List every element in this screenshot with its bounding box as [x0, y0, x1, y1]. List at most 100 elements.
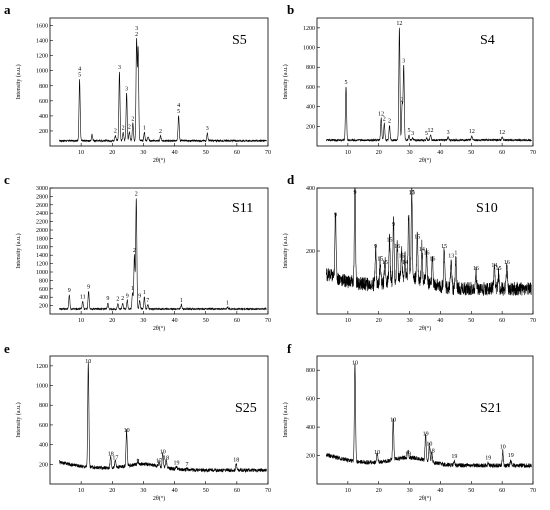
peak-label: 10 — [124, 428, 130, 434]
x-tick-label: 50 — [468, 318, 474, 324]
panel-letter: e — [4, 341, 10, 356]
x-tick-label: 70 — [265, 488, 271, 494]
x-tick-label: 30 — [407, 318, 413, 324]
peak-label: 14 — [491, 263, 497, 269]
x-tick-label: 60 — [234, 488, 240, 494]
peak-label: 1 — [407, 216, 410, 222]
y-tick-label: 200 — [39, 304, 48, 310]
peak-label: 9 — [138, 294, 141, 300]
peak-label: 7 — [186, 462, 189, 468]
y-tick-label: 2000 — [36, 228, 48, 234]
y-tick-label: 600 — [39, 423, 48, 429]
peak-label: 9 — [392, 222, 395, 228]
peak-label: 10 — [352, 360, 358, 366]
peak-label: 2 — [135, 32, 138, 38]
peak-label: 19 — [508, 453, 514, 459]
plot-frame — [49, 17, 269, 147]
x-tick-label: 30 — [140, 488, 146, 494]
peak-label: 16 — [394, 244, 400, 250]
y-tick-label: 1200 — [36, 54, 48, 60]
peak-label: 18 — [163, 455, 169, 461]
x-axis-title: 2θ(°) — [153, 157, 165, 164]
peak-label: 5 — [345, 80, 348, 86]
peak-label: 9 — [374, 244, 377, 250]
peak-label: 2 — [121, 296, 124, 302]
peak-label: 18 — [233, 457, 239, 463]
peak-label: 5 — [407, 128, 410, 134]
peak-label: 3 — [125, 86, 128, 92]
y-tick-label: 400 — [306, 105, 315, 111]
panel-letter: c — [4, 172, 10, 187]
peak-label: 2 — [114, 128, 117, 134]
peak-label: 2 — [133, 248, 136, 254]
peak-label: 16 — [429, 257, 435, 263]
y-tick-label: 800 — [39, 84, 48, 90]
peak-label: 4 — [177, 103, 180, 109]
x-axis-title: 2θ(°) — [419, 157, 431, 164]
sample-name: S25 — [235, 401, 257, 416]
x-tick-label: 60 — [234, 318, 240, 324]
peak-label: 15 — [441, 244, 447, 250]
peak-label: 2 — [116, 297, 119, 303]
peak-label: 16 — [473, 266, 479, 272]
x-tick-label: 30 — [140, 150, 146, 156]
peak-label: 16 — [424, 250, 430, 256]
peak-label: 15 — [495, 266, 501, 272]
peak-label: 2 — [135, 192, 138, 198]
x-tick-label: 40 — [172, 318, 178, 324]
peak-label: 2 — [401, 98, 404, 104]
y-tick-label: 800 — [39, 403, 48, 409]
xrd-trace — [59, 198, 267, 311]
peak-label: 19 — [405, 451, 411, 457]
peak-label: 10 — [160, 449, 166, 455]
y-tick-label: 400 — [306, 186, 315, 192]
peak-label: 17 — [156, 458, 162, 464]
peak-label: 16 — [504, 260, 510, 266]
peak-label: 4 — [78, 67, 81, 73]
y-tick-label: 200 — [39, 129, 48, 135]
x-tick-label: 30 — [407, 488, 413, 494]
peak-label: 2 — [388, 118, 391, 124]
x-tick-label: 20 — [376, 150, 382, 156]
y-tick-label: 600 — [39, 99, 48, 105]
x-tick-label: 20 — [376, 318, 382, 324]
y-axis-title: Intensity (a.u.) — [15, 233, 22, 268]
x-tick-label: 50 — [468, 488, 474, 494]
panel-a: 10 20 30 40 50 60 70 200 400 600 800 1000 1200 1400 16… — [4, 2, 271, 164]
y-axis-title: Intensity (a.u.) — [15, 64, 22, 99]
x-tick-label: 50 — [468, 150, 474, 156]
y-tick-label: 3000 — [36, 186, 48, 192]
plot-frame — [49, 355, 269, 485]
y-tick-label: 200 — [306, 124, 315, 130]
peak-label: 2 — [122, 125, 125, 131]
x-tick-label: 50 — [203, 318, 209, 324]
panel-f: 10 20 30 40 50 60 70 200 400 600 800 2θ(°) Intensity… — [282, 341, 536, 502]
y-tick-label: 400 — [39, 114, 48, 120]
y-tick-label: 400 — [39, 443, 48, 449]
peak-label: 12 — [378, 111, 384, 117]
peak-label: 15 — [382, 260, 388, 266]
peak-label: 12 — [396, 21, 402, 27]
y-tick-label: 1800 — [36, 236, 48, 242]
peak-label: 15 — [409, 190, 415, 196]
x-tick-label: 70 — [265, 318, 271, 324]
xrd-trace — [59, 38, 267, 143]
peak-label: 15 — [414, 235, 420, 241]
x-tick-label: 20 — [109, 318, 115, 324]
xrd-trace — [325, 187, 532, 296]
x-tick-label: 70 — [530, 318, 536, 324]
panel-letter: a — [4, 2, 11, 17]
y-tick-label: 2600 — [36, 203, 48, 209]
y-tick-label: 200 — [306, 454, 315, 460]
peak-label: 9 — [87, 284, 90, 290]
peak-label: 5 — [425, 131, 428, 137]
peak-label: 15 — [387, 238, 393, 244]
x-tick-label: 60 — [234, 150, 240, 156]
peak-label: 12 — [469, 129, 475, 135]
peak-label: 18 — [108, 451, 114, 457]
peak-label: 13 — [448, 253, 454, 259]
x-tick-label: 40 — [172, 150, 178, 156]
y-tick-label: 1600 — [36, 245, 48, 251]
xrd-trace — [325, 27, 532, 143]
